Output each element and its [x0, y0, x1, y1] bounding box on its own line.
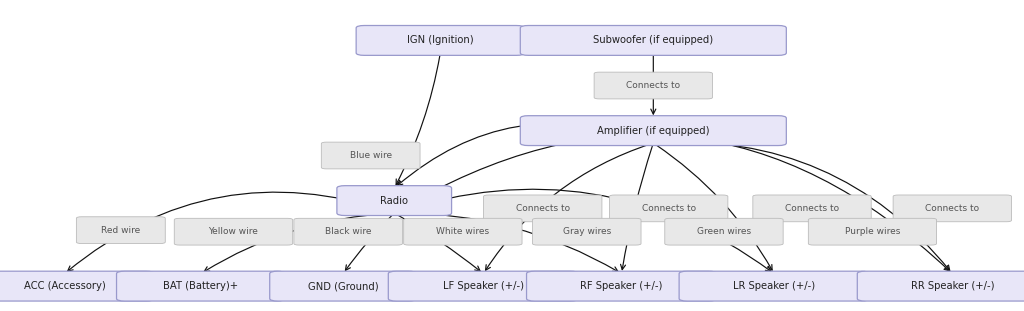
Text: Connects to: Connects to [642, 204, 695, 213]
Text: Green wires: Green wires [697, 227, 751, 236]
Text: LR Speaker (+/-): LR Speaker (+/-) [733, 281, 815, 291]
FancyBboxPatch shape [520, 26, 786, 55]
FancyBboxPatch shape [857, 271, 1024, 301]
Text: RF Speaker (+/-): RF Speaker (+/-) [581, 281, 663, 291]
FancyBboxPatch shape [483, 195, 602, 222]
Text: Connects to: Connects to [627, 81, 680, 90]
FancyBboxPatch shape [893, 195, 1012, 222]
FancyBboxPatch shape [526, 271, 717, 301]
Text: Purple wires: Purple wires [845, 227, 900, 236]
FancyBboxPatch shape [665, 218, 783, 245]
Text: Yellow wire: Yellow wire [209, 227, 258, 236]
FancyBboxPatch shape [174, 218, 293, 245]
Text: Connects to: Connects to [516, 204, 569, 213]
Text: White wires: White wires [436, 227, 489, 236]
FancyBboxPatch shape [0, 271, 154, 301]
FancyBboxPatch shape [117, 271, 285, 301]
Text: BAT (Battery)+: BAT (Battery)+ [163, 281, 239, 291]
FancyBboxPatch shape [77, 217, 165, 244]
Text: Subwoofer (if equipped): Subwoofer (if equipped) [593, 35, 714, 45]
Text: Radio: Radio [380, 196, 409, 206]
FancyBboxPatch shape [520, 116, 786, 146]
FancyBboxPatch shape [594, 72, 713, 99]
Text: Blue wire: Blue wire [349, 151, 392, 160]
FancyBboxPatch shape [753, 195, 871, 222]
Text: Black wire: Black wire [325, 227, 372, 236]
Text: IGN (Ignition): IGN (Ignition) [407, 35, 474, 45]
FancyBboxPatch shape [808, 218, 937, 245]
FancyBboxPatch shape [294, 218, 402, 245]
FancyBboxPatch shape [403, 218, 522, 245]
FancyBboxPatch shape [337, 186, 452, 216]
Text: GND (Ground): GND (Ground) [308, 281, 378, 291]
Text: LF Speaker (+/-): LF Speaker (+/-) [442, 281, 524, 291]
Text: RR Speaker (+/-): RR Speaker (+/-) [910, 281, 994, 291]
FancyBboxPatch shape [679, 271, 869, 301]
FancyBboxPatch shape [269, 271, 417, 301]
FancyBboxPatch shape [388, 271, 579, 301]
Text: Connects to: Connects to [785, 204, 839, 213]
Text: ACC (Accessory): ACC (Accessory) [24, 281, 105, 291]
Text: Connects to: Connects to [926, 204, 979, 213]
Text: Amplifier (if equipped): Amplifier (if equipped) [597, 126, 710, 136]
FancyBboxPatch shape [322, 142, 420, 169]
FancyBboxPatch shape [532, 218, 641, 245]
Text: Gray wires: Gray wires [562, 227, 611, 236]
Text: Red wire: Red wire [101, 226, 140, 234]
FancyBboxPatch shape [356, 26, 524, 55]
FancyBboxPatch shape [609, 195, 728, 222]
